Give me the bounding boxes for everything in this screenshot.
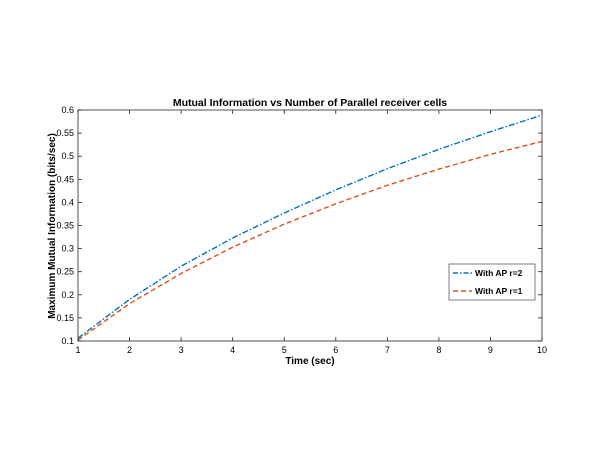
series-line-r2	[77, 114, 543, 339]
y-tick-label: 0.25	[56, 267, 74, 277]
y-tick-label: 0.35	[56, 221, 74, 231]
x-tick-label: 4	[230, 345, 235, 355]
series-line-r1	[77, 140, 543, 341]
plot-frame	[77, 109, 543, 342]
x-tick-label: 10	[537, 345, 547, 355]
y-tick-label: 0.5	[61, 151, 74, 161]
x-tick-label: 2	[127, 345, 132, 355]
x-axis-label: Time (sec)	[285, 356, 334, 367]
legend: With AP r=2 With AP r=1	[448, 263, 536, 301]
x-tick-label: 3	[179, 345, 184, 355]
chart-title: Mutual Information vs Number of Parallel…	[173, 97, 447, 109]
series-lines	[77, 114, 543, 341]
y-tick-label: 0.6	[61, 105, 74, 115]
y-tick-label: 0.2	[61, 290, 74, 300]
x-tick-label: 8	[436, 345, 441, 355]
x-tick-label: 7	[385, 345, 390, 355]
legend-label-r2: With AP r=2	[475, 268, 523, 278]
y-tick-label: 0.1	[61, 336, 74, 346]
y-tick-label: 0.3	[61, 244, 74, 254]
y-tick-label: 0.55	[56, 128, 74, 138]
y-axis-label: Maximum Mutual Information (bits/sec)	[47, 133, 58, 319]
plot-area	[78, 110, 542, 341]
x-tick-label: 6	[333, 345, 338, 355]
y-tick-label: 0.4	[61, 197, 74, 207]
x-tick-label: 9	[488, 345, 493, 355]
legend-label-r1: With AP r=1	[475, 286, 523, 296]
x-tick-label: 1	[75, 345, 80, 355]
y-tick-label: 0.15	[56, 313, 74, 323]
legend-box	[448, 263, 536, 301]
y-tick-label: 0.45	[56, 174, 74, 184]
x-tick-label: 5	[282, 345, 287, 355]
